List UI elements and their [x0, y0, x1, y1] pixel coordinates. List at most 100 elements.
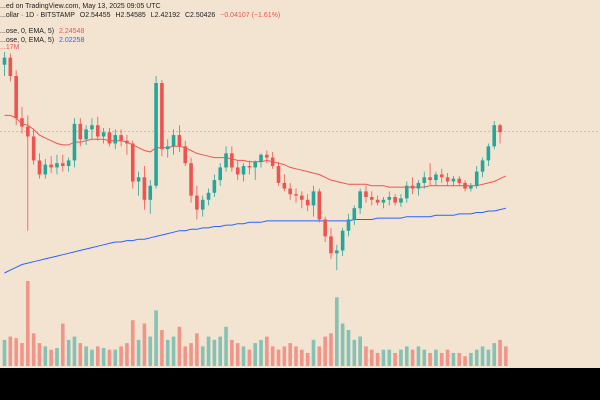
- volume-bar: [253, 343, 257, 366]
- candle-body: [428, 177, 432, 181]
- candle-body: [410, 185, 415, 189]
- candle-body: [422, 177, 427, 183]
- volume-bar: [14, 338, 18, 366]
- volume-bar: [504, 346, 508, 366]
- volume-bar: [404, 346, 409, 366]
- candle-body: [148, 185, 153, 200]
- volume-bar: [241, 346, 246, 366]
- volume-bar: [37, 343, 42, 366]
- volume-bar: [90, 349, 94, 366]
- volume-bar: [300, 349, 304, 366]
- volume-bar: [329, 333, 333, 366]
- time-axis[interactable]: [0, 368, 600, 400]
- volume-bar: [218, 336, 223, 366]
- volume-bar: [130, 320, 135, 366]
- candle-body: [439, 174, 444, 178]
- candle-body: [218, 167, 223, 181]
- candle-body: [399, 198, 403, 203]
- candle-body: [288, 188, 292, 195]
- volume-bar: [434, 349, 438, 366]
- candle-body: [323, 219, 327, 237]
- candle-body: [241, 166, 246, 175]
- candle-body: [154, 82, 158, 186]
- volume-bar: [142, 323, 147, 366]
- candle-body: [101, 132, 106, 137]
- volume-bar: [317, 346, 322, 366]
- candle-body: [26, 126, 30, 137]
- candle-body: [55, 163, 59, 168]
- ema-blue-line: [4, 207, 507, 274]
- volume-bar: [335, 297, 339, 366]
- candle-body: [165, 146, 170, 150]
- candle-body: [259, 154, 263, 162]
- candle-body: [49, 164, 53, 168]
- candle-body: [177, 135, 182, 147]
- candle-body: [317, 191, 322, 220]
- volume-bar: [305, 352, 310, 366]
- candle-body: [125, 140, 129, 144]
- candle-body: [160, 82, 164, 150]
- candle-body: [445, 177, 450, 182]
- candle-body: [43, 164, 48, 175]
- candle-body: [276, 166, 281, 183]
- ema-blue-value: 2.02258: [59, 37, 85, 44]
- volume-bar: [66, 339, 71, 366]
- volume-bar: [439, 352, 444, 366]
- volume-bar: [270, 346, 275, 366]
- volume-bar: [165, 339, 170, 366]
- chart-header: ...ed on TradingView.com, May 13, 2025 0…: [0, 2, 280, 20]
- candle-body: [305, 199, 310, 206]
- candle-body: [136, 177, 141, 182]
- volume-bar: [399, 349, 403, 366]
- volume-bar: [340, 323, 345, 366]
- volume-bar: [474, 349, 479, 366]
- volume-label: ...17M: [0, 44, 20, 51]
- volume-bar: [224, 326, 228, 366]
- candle-body: [270, 157, 275, 167]
- ema-red-label: ...ose, 0, EMA, 5): [0, 28, 55, 35]
- candle-body: [375, 199, 380, 203]
- volume-bar: [26, 281, 30, 366]
- volume-bar: [189, 343, 193, 366]
- volume-bar: [451, 352, 456, 366]
- ohlc-low: L2.42192: [150, 12, 180, 19]
- volume-bar: [276, 349, 281, 366]
- candle-body: [265, 154, 269, 158]
- candle-body: [90, 125, 94, 130]
- volume-bar: [375, 352, 380, 366]
- candle-body: [340, 230, 345, 251]
- candle-body: [311, 191, 316, 206]
- candle-body: [282, 182, 287, 189]
- volume-bar: [119, 346, 123, 366]
- candle-body: [37, 160, 42, 175]
- candle-body: [95, 125, 100, 137]
- volume-bar: [282, 346, 287, 366]
- candle-body: [469, 185, 473, 189]
- volume-bar: [113, 349, 118, 366]
- candle-body: [364, 191, 368, 197]
- candle-body: [451, 178, 456, 182]
- candle-body: [31, 136, 36, 161]
- ohlc-high: H2.54585: [115, 12, 146, 19]
- candle-body: [247, 166, 252, 168]
- volume-bar: [492, 343, 497, 366]
- volume-bar: [288, 343, 292, 366]
- ohlc-open: O2.54455: [79, 12, 111, 19]
- candle-body: [2, 57, 7, 65]
- candle-body: [142, 177, 147, 200]
- volume-bar: [486, 349, 491, 366]
- volume-bar: [230, 339, 234, 366]
- candle-body: [381, 199, 386, 203]
- ema-legend-blue[interactable]: ...ose, 0, EMA, 5) 2.02258: [0, 36, 84, 45]
- volume-bar: [55, 348, 59, 366]
- ema-legend-red[interactable]: ...ose, 0, EMA, 5) 2.24548: [0, 27, 84, 36]
- candle-body: [393, 196, 397, 203]
- volume-bar: [125, 343, 129, 366]
- candle-body: [416, 182, 421, 189]
- volume-bar: [428, 352, 432, 366]
- header-line0: ...ed on TradingView.com, May 13, 2025 0…: [0, 3, 161, 10]
- volume-bar: [49, 349, 53, 366]
- volume-bar: [387, 349, 392, 366]
